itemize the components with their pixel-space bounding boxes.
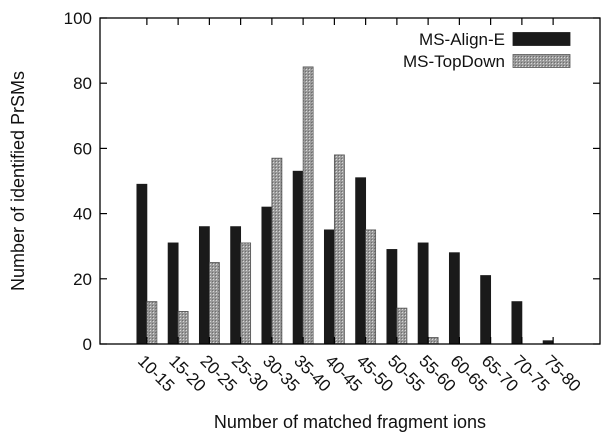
x-axis-label: Number of matched fragment ions [214, 412, 486, 432]
bar-ms-align-e-35-40 [292, 170, 304, 345]
y-tick-label: 80 [73, 74, 92, 93]
y-axis-label: Number of identified PrSMs [8, 71, 28, 291]
bar-ms-topdown-15-20 [177, 310, 189, 345]
bar-ms-align-e-55-60 [417, 242, 429, 345]
bar-ms-topdown-30-35 [271, 157, 283, 345]
bar-ms-topdown-35-40 [302, 66, 314, 345]
bar-ms-align-e-15-20 [167, 242, 179, 345]
legend-label-ms-align-e: MS-Align-E [419, 30, 505, 49]
bar-ms-topdown-25-30 [240, 242, 252, 345]
bar-ms-align-e-65-70 [480, 275, 492, 345]
bars-group [136, 66, 554, 345]
bar-ms-topdown-20-25 [208, 262, 220, 345]
legend-swatch-ms-align-e [512, 32, 571, 46]
y-tick-label: 40 [73, 205, 92, 224]
bar-ms-align-e-10-15 [136, 183, 148, 345]
bar-ms-align-e-70-75 [511, 301, 523, 345]
y-tick-label: 100 [64, 9, 92, 28]
legend-label-ms-topdown: MS-TopDown [403, 52, 505, 71]
bar-ms-align-e-40-45 [323, 229, 335, 345]
y-tick-label: 60 [73, 139, 92, 158]
bar-ms-topdown-10-15 [146, 301, 158, 345]
bar-ms-topdown-40-45 [333, 154, 345, 345]
y-axis-ticks: 0 20 40 60 80 100 [64, 9, 600, 354]
bar-ms-align-e-45-50 [355, 177, 367, 345]
legend-swatch-ms-topdown [512, 54, 571, 68]
bar-ms-topdown-55-60 [427, 337, 439, 345]
x-tick-label: 75-80 [540, 351, 584, 395]
bar-ms-align-e-30-35 [261, 206, 273, 345]
bar-ms-topdown-50-55 [396, 307, 408, 345]
bar-ms-topdown-45-50 [365, 229, 377, 345]
bar-ms-align-e-60-65 [448, 252, 460, 345]
bar-ms-align-e-50-55 [386, 249, 398, 345]
y-tick-label: 0 [83, 335, 92, 354]
y-tick-label: 20 [73, 270, 92, 289]
plot-frame [99, 17, 601, 345]
legend: MS-Align-E MS-TopDown [403, 30, 571, 71]
bar-ms-align-e-25-30 [230, 226, 242, 345]
bar-ms-align-e-20-25 [198, 226, 210, 345]
